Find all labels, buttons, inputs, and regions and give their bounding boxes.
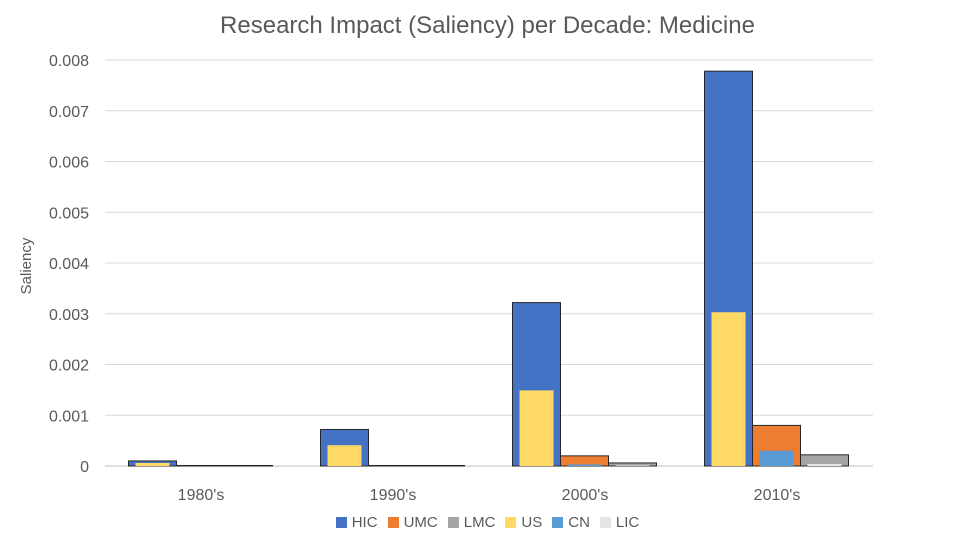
legend-item-us: US (505, 514, 542, 531)
x-tick-label: 2010's (754, 487, 801, 504)
bar-cn-4 (759, 450, 794, 466)
legend-swatch (552, 517, 564, 528)
x-tick-label: 1980's (178, 487, 225, 504)
y-tick-label: 0.001 (49, 408, 89, 425)
legend-label: US (521, 514, 543, 531)
chart-title: Research Impact (Saliency) per Decade: M… (220, 12, 755, 39)
bar-us-4 (711, 312, 746, 466)
bar-lmc-1 (224, 464, 273, 467)
x-tick-labels: 1980's 1990's 2000's 2010's (178, 487, 801, 504)
legend-swatch (599, 517, 611, 528)
y-tick-label: 0.005 (49, 205, 89, 222)
legend-item-cn: CN (552, 514, 590, 531)
y-tick-labels: 0 0.001 0.002 0.003 0.004 0.005 0.006 0.007 0.00… (49, 53, 89, 476)
legend-item-hic: HIC (335, 514, 378, 531)
legend-swatch (335, 517, 347, 528)
bar-umc-1 (176, 464, 225, 467)
y-tick-label: 0.004 (49, 256, 89, 273)
legend-swatch (505, 517, 517, 528)
x-tick-label: 1990's (370, 487, 417, 504)
y-tick-label: 0.002 (49, 358, 89, 375)
y-axis-label: Saliency (18, 237, 35, 294)
y-tick-label: 0.006 (49, 155, 89, 172)
bar-cn-3 (567, 464, 602, 466)
bar-us-2 (327, 445, 362, 466)
gridlines (105, 59, 873, 467)
legend-item-lmc: LMC (447, 514, 496, 531)
bar-lmc-2 (416, 464, 465, 467)
legend-label: LMC (463, 514, 496, 531)
bar-lic-3 (615, 465, 650, 466)
bar-us-3 (519, 390, 554, 466)
legend-swatch (447, 517, 459, 528)
y-tick-label: 0.008 (49, 53, 89, 70)
bars (128, 70, 849, 467)
legend-swatch (387, 517, 399, 528)
legend-label: LIC (615, 514, 640, 531)
legend-label: CN (568, 514, 590, 531)
legend-item-lic: LIC (599, 514, 640, 531)
bar-umc-2 (368, 464, 417, 467)
y-tick-label: 0 (80, 459, 89, 476)
y-tick-label: 0.007 (49, 104, 89, 121)
legend-item-umc: UMC (387, 514, 438, 531)
bar-us-1 (135, 462, 170, 466)
legend-label: HIC (351, 514, 378, 531)
legend: HIC UMC LMC US CN LIC (0, 514, 975, 531)
y-tick-label: 0.003 (49, 307, 89, 324)
bar-lic-4 (807, 463, 842, 466)
x-tick-label: 2000's (562, 487, 609, 504)
legend-label: UMC (403, 514, 438, 531)
